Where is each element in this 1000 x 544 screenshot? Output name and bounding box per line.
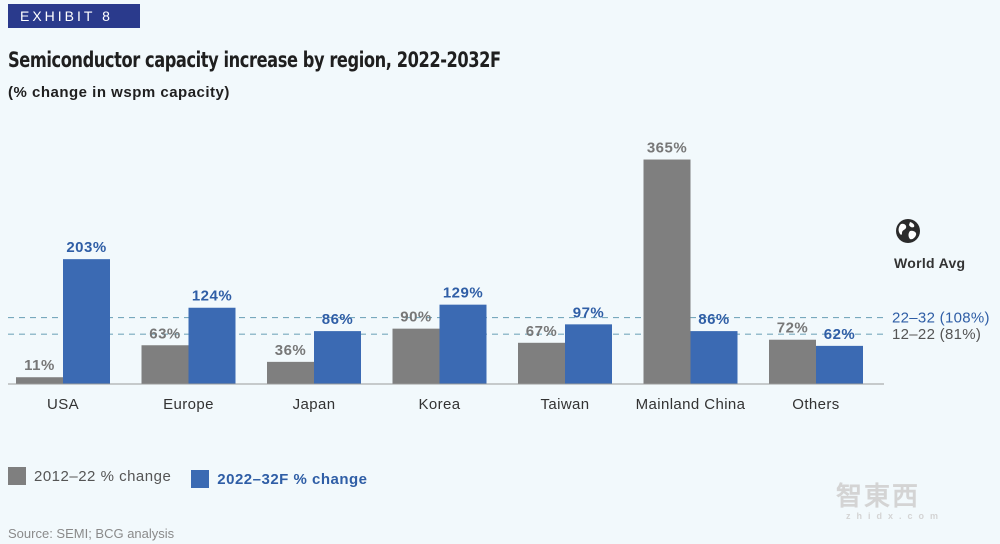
bar-2022-32-taiwan (565, 324, 612, 384)
data-label-2022-32: 86% (322, 311, 354, 328)
bar-2022-32-europe (188, 307, 236, 384)
data-label-2022-32: 62% (824, 326, 856, 343)
source-note: Source: SEMI; BCG analysis (8, 526, 175, 541)
data-label-2012-22: 67% (526, 323, 558, 340)
bar-2022-32-usa (63, 259, 110, 384)
legend-swatch-gray (8, 467, 26, 485)
category-labels: USA Europe Japan Korea Taiwan Mainland China O… (47, 396, 839, 413)
legend-label-2022-32: 2022–32F % change (217, 470, 368, 488)
data-label-2012-22: 90% (400, 309, 432, 326)
bar-2012-22-korea (392, 328, 440, 384)
bar-2022-32-korea (439, 304, 487, 384)
data-label-2012-22: 36% (275, 342, 307, 359)
legend-item-2022-32: 2022–32F % change (191, 470, 367, 488)
reference-label-0: 22–32 (108%) (892, 310, 990, 327)
bar-2022-32-others (816, 345, 863, 384)
watermark-logo: 智東西 zhidx.com (836, 476, 944, 521)
legend-swatch-blue (191, 470, 210, 488)
chart-title: Semiconductor capacity increase by regio… (8, 48, 501, 72)
data-label-2022-32: 86% (698, 311, 730, 328)
category-label: Others (792, 396, 839, 413)
reference-lines: 22–32 (108%)12–22 (81%) (8, 310, 990, 343)
bars: 11% 203% 63% 124% 36% 86% 90% 129% 67% 97% 365% 86%… (16, 140, 863, 384)
legend-item-2012-22: 2012–22 % change (8, 467, 171, 485)
data-label-2022-32: 124% (192, 288, 232, 305)
legend: 2012–22 % change 2022–32F % change (8, 464, 388, 488)
category-label: Mainland China (636, 396, 746, 413)
category-label: Taiwan (540, 396, 589, 413)
data-label-2012-22: 72% (777, 320, 809, 337)
data-label-2012-22: 11% (24, 357, 55, 374)
bar-2012-22-others (769, 339, 816, 384)
category-label: Korea (418, 396, 460, 413)
reference-label-1: 12–22 (81%) (892, 326, 981, 343)
bar-2012-22-usa (16, 377, 63, 384)
world-avg-label: World Avg (894, 255, 966, 271)
world-avg-block: World Avg (894, 218, 984, 271)
data-label-2022-32: 129% (443, 285, 483, 302)
watermark-text: 智東西 (836, 481, 921, 511)
exhibit-badge: EXHIBIT 8 (8, 4, 140, 28)
data-label-2012-22: 365% (647, 140, 687, 157)
bar-2012-22-europe (141, 345, 189, 384)
category-label: Japan (293, 396, 336, 413)
chart-subtitle: (% change in wspm capacity) (8, 84, 230, 101)
data-label-2012-22: 63% (149, 325, 181, 342)
bar-2012-22-mainland-china (643, 159, 691, 384)
category-label: Europe (163, 396, 214, 413)
bar-2012-22-japan (267, 361, 314, 384)
data-label-2022-32: 97% (573, 304, 605, 321)
bar-2022-32-japan (314, 331, 361, 384)
watermark-sub: zhidx.com (846, 511, 945, 521)
category-label: USA (47, 396, 79, 413)
bar-2012-22-taiwan (518, 342, 565, 384)
data-label-2022-32: 203% (66, 239, 106, 256)
bar-2022-32-mainland-china (690, 331, 738, 384)
globe-icon (896, 219, 920, 243)
legend-label-2012-22: 2012–22 % change (34, 467, 172, 485)
